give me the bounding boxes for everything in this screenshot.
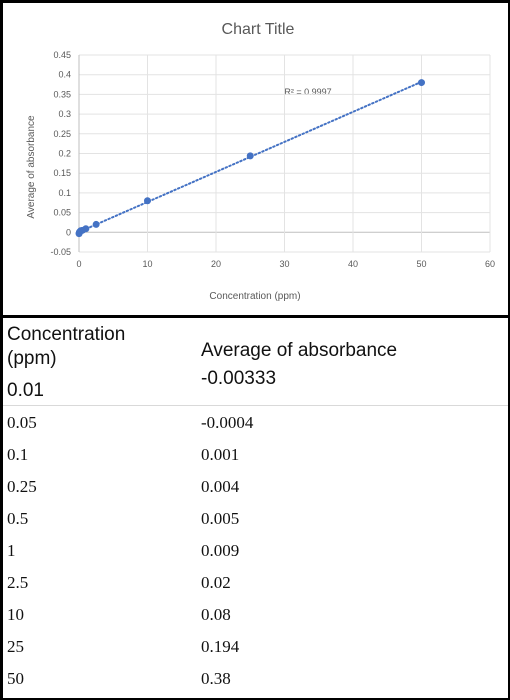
- x-tick-label: 30: [279, 259, 289, 269]
- y-tick-label: 0.25: [53, 129, 71, 139]
- y-tick-label: 0: [66, 227, 71, 237]
- absorbance-cell: 0.005: [201, 509, 240, 528]
- y-tick-label: -0.05: [50, 247, 71, 257]
- absorbance-cell: 0.001: [201, 445, 240, 464]
- table-row: 1 0.009: [3, 535, 508, 567]
- concentration-cell: 0.05: [7, 413, 37, 432]
- concentration-cell: 2.5: [7, 573, 29, 592]
- x-tick-label: 10: [142, 259, 152, 269]
- chart-panel: Chart Title Concentration (ppm) Average …: [3, 3, 508, 315]
- x-tick-label: 60: [485, 259, 495, 269]
- x-axis-label: Concentration (ppm): [209, 291, 300, 302]
- y-tick-label: 0.4: [58, 70, 71, 80]
- first-concentration-value: 0.01: [7, 380, 44, 401]
- table-row: 25 0.194: [3, 631, 508, 663]
- header-concentration: Concentration (ppm): [7, 324, 126, 369]
- data-point: [82, 225, 90, 233]
- x-tick-label: 40: [348, 259, 358, 269]
- table-row: 0.5 0.005: [3, 503, 508, 535]
- header-absorbance: Average of absorbance: [201, 340, 398, 361]
- y-axis-label: Average of absorbance: [26, 115, 37, 219]
- x-tick-label: 0: [76, 259, 81, 269]
- absorbance-cell: 0.08: [201, 605, 231, 624]
- concentration-cell: 25: [7, 637, 24, 656]
- absorbance-cell: 0.004: [201, 477, 240, 496]
- y-tick-label: 0.3: [58, 109, 71, 119]
- concentration-cell: 0.5: [7, 509, 29, 528]
- scatter-chart: Chart Title Concentration (ppm) Average …: [26, 21, 495, 302]
- data-point: [92, 220, 100, 228]
- data-table: Concentration (ppm) Average of absorbanc…: [3, 318, 508, 698]
- table-row: 2.5 0.02: [3, 567, 508, 599]
- trendline: [78, 80, 423, 233]
- concentration-cell: 10: [7, 605, 24, 624]
- y-tick-label: 0.15: [53, 168, 71, 178]
- data-point: [246, 152, 254, 160]
- x-tick-label: 50: [416, 259, 426, 269]
- chart-title: Chart Title: [222, 21, 295, 38]
- table-row: 0.25 0.004: [3, 471, 508, 503]
- y-tick-label: 0.2: [58, 149, 71, 159]
- r-squared-label: R² = 0.9997: [284, 87, 331, 97]
- absorbance-cell: 0.194: [201, 637, 240, 656]
- absorbance-cell: 0.02: [201, 573, 231, 592]
- header-divider: [3, 405, 508, 406]
- absorbance-cell: -0.0004: [201, 413, 254, 432]
- absorbance-cell: 0.009: [201, 541, 240, 560]
- y-tick-label: 0.1: [58, 188, 71, 198]
- absorbance-cell: 0.38: [201, 669, 231, 688]
- concentration-cell: 0.1: [7, 445, 29, 464]
- table-row: 50 0.38: [3, 663, 508, 695]
- concentration-cell: 0.25: [7, 477, 37, 496]
- data-point: [418, 79, 425, 87]
- table-row: 10 0.08: [3, 599, 508, 631]
- first-absorbance-value: -0.00333: [201, 368, 277, 389]
- y-tick-label: 0.35: [53, 89, 71, 99]
- concentration-cell: 1: [7, 541, 16, 560]
- table-row: 0.05 -0.0004: [3, 407, 508, 439]
- table-row: 0.1 0.001: [3, 439, 508, 471]
- concentration-cell: 50: [7, 669, 24, 688]
- data-point: [144, 197, 151, 205]
- y-tick-label: 0.45: [53, 50, 71, 60]
- y-tick-label: 0.05: [53, 208, 71, 218]
- x-tick-label: 20: [211, 259, 221, 269]
